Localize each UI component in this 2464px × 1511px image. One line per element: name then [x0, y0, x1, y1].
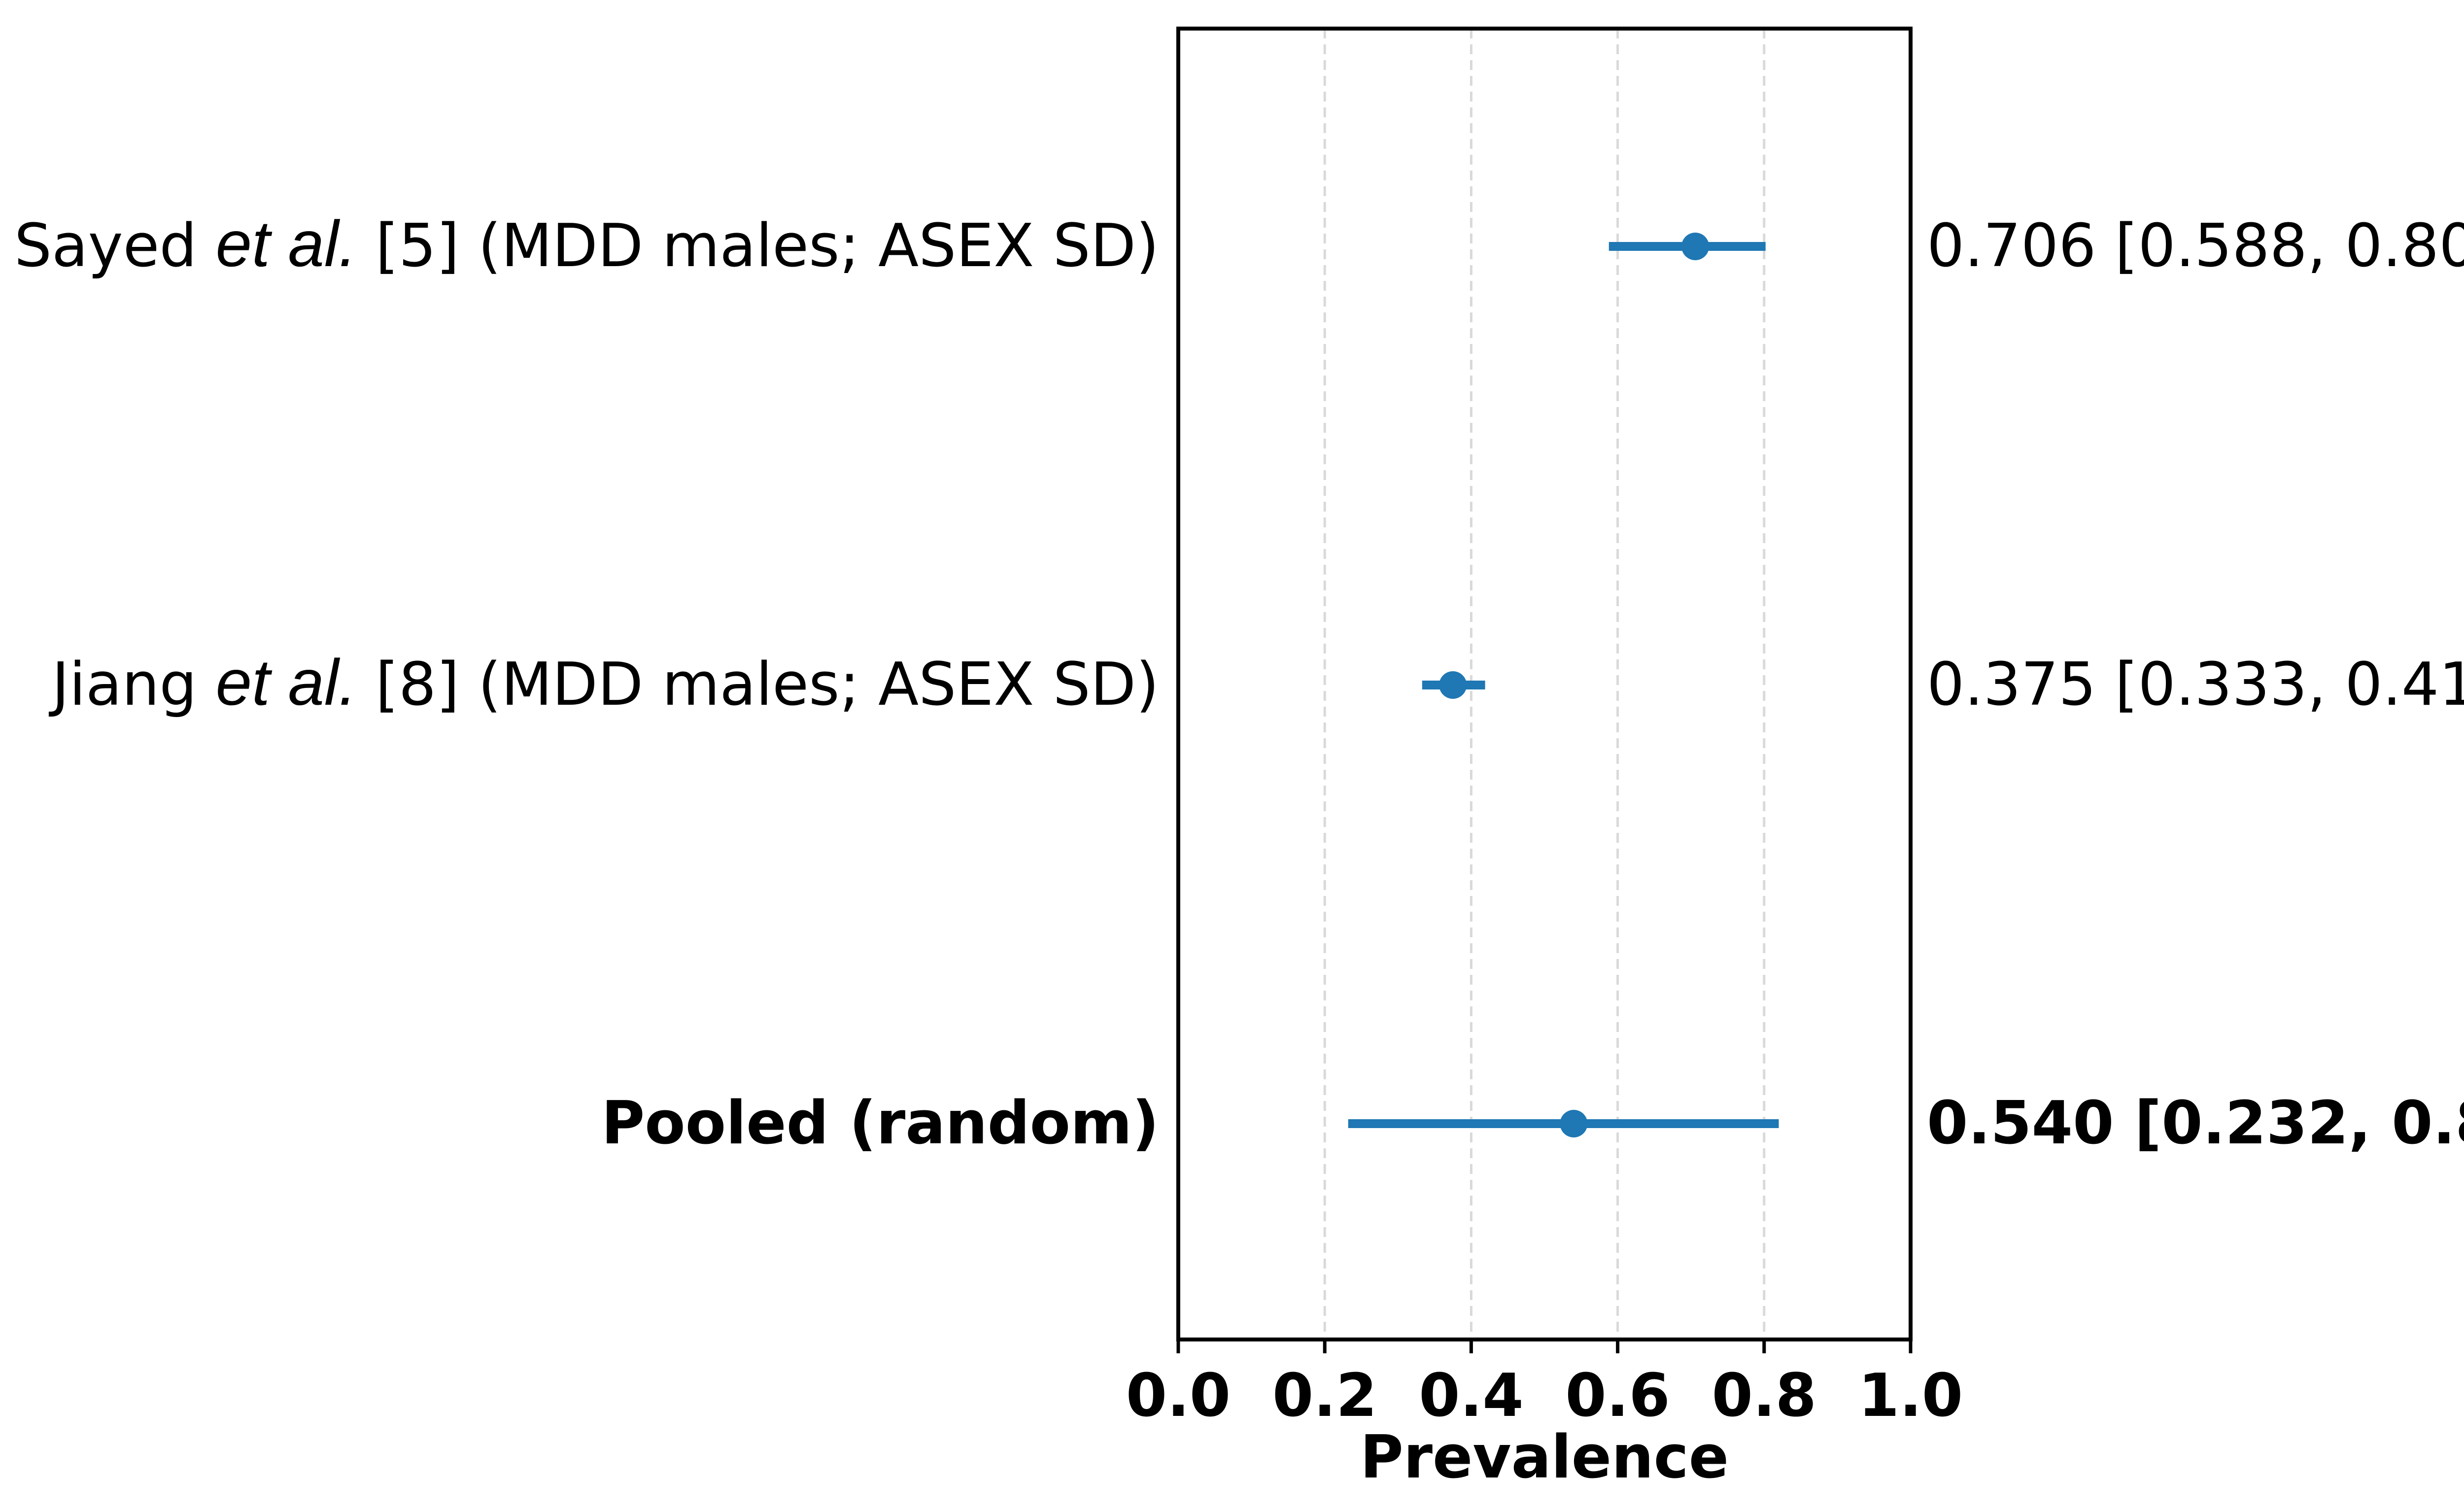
row-value: 0.540 [0.232, 0.820] [1927, 1089, 2464, 1158]
x-tick-label: 0.8 [1712, 1362, 1817, 1430]
forest-marks [1348, 233, 1779, 1137]
estimate-point [1439, 671, 1467, 699]
row-label-suffix: [5] (MDD males; ASEX SD) [357, 212, 1159, 280]
x-tick-label: 0.2 [1272, 1362, 1377, 1430]
plot-frame [1176, 27, 1913, 1341]
row-label-italic: et al. [216, 646, 357, 719]
row-labels: Sayed et al. [5] (MDD males; ASEX SD) Jia… [14, 207, 1159, 1158]
x-tick-label: 1.0 [1858, 1362, 1963, 1430]
row-label-italic: et al. [216, 207, 357, 280]
x-axis-label: Prevalence [1360, 1423, 1729, 1492]
row-label-text: Sayed [14, 212, 216, 280]
x-tick-label: 0.0 [1126, 1362, 1231, 1430]
row-label-suffix: [8] (MDD males; ASEX SD) [357, 651, 1159, 719]
x-axis: 0.0 0.2 0.4 0.6 0.8 1.0 [1126, 1339, 1963, 1430]
estimate-point [1681, 233, 1710, 260]
row-values: 0.706 [0.588, 0.802] 0.375 [0.333, 0.419]… [1927, 212, 2464, 1158]
row-label: Jiang et al. [8] (MDD males; ASEX SD) [48, 646, 1159, 719]
row-label-text: Pooled (random) [601, 1089, 1159, 1158]
estimate-point [1560, 1110, 1588, 1137]
x-tick-label: 0.4 [1419, 1362, 1524, 1430]
x-tick-label: 0.6 [1565, 1362, 1670, 1430]
row-value: 0.375 [0.333, 0.419] [1927, 651, 2464, 719]
row-label: Sayed et al. [5] (MDD males; ASEX SD) [14, 207, 1159, 280]
row-label: Pooled (random) [601, 1089, 1159, 1158]
row-label-text: Jiang [48, 651, 216, 719]
row-value: 0.706 [0.588, 0.802] [1927, 212, 2464, 280]
